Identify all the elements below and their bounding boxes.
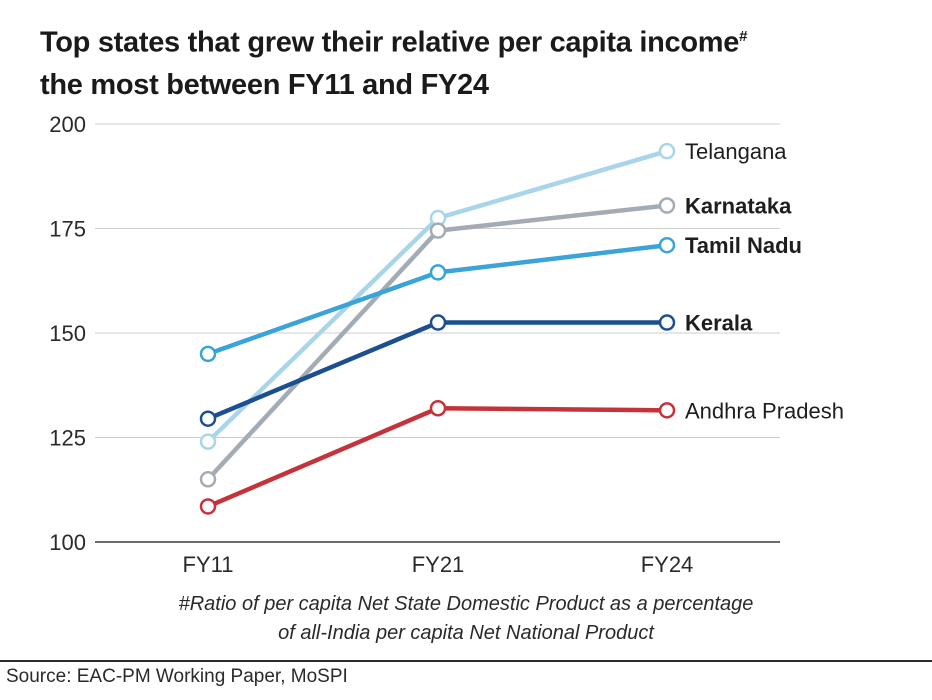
data-point-tamil-nadu: [199, 345, 217, 363]
series-label-andhra-pradesh: Andhra Pradesh: [685, 398, 844, 423]
data-point-kerala: [429, 314, 447, 331]
x-axis-ticks: FY11 FY21 FY24: [183, 552, 694, 577]
x-tick-label: FY21: [412, 552, 465, 577]
y-tick-label: 100: [49, 530, 86, 555]
data-point-andhra-pradesh: [199, 498, 217, 515]
chart-series: [199, 142, 676, 515]
series-labels: Telangana Karnataka Tamil Nadu Kerala Andhra…: [685, 139, 844, 423]
series-line-tamil-nadu: [205, 242, 670, 357]
series-label-karnataka: Karnataka: [685, 194, 792, 219]
title-footnote-mark: #: [739, 28, 748, 45]
series-label-kerala: Kerala: [685, 311, 753, 336]
data-point-karnataka: [658, 197, 676, 214]
y-tick-label: 200: [49, 112, 86, 137]
line-chart: 100 125 150 175 200 FY11 FY21 FY24 Telangana Ka…: [49, 112, 844, 577]
y-tick-label: 125: [49, 426, 86, 451]
y-tick-label: 175: [49, 217, 86, 242]
grid-lines: [95, 123, 780, 543]
data-point-telangana: [199, 433, 217, 450]
series-line-telangana: [205, 148, 670, 444]
data-point-andhra-pradesh: [429, 399, 447, 417]
title-line-1: Top states that grew their relative per …: [40, 26, 740, 59]
data-point-andhra-pradesh: [658, 402, 676, 419]
data-point-kerala: [658, 314, 676, 331]
source-note: Source: EAC-PM Working Paper, MoSPI: [6, 666, 348, 687]
data-point-karnataka: [429, 222, 447, 239]
chart-title: Top states that grew their relative per …: [40, 16, 920, 106]
data-point-telangana: [658, 142, 676, 160]
y-axis-ticks: 100 125 150 175 200: [49, 112, 86, 555]
x-tick-label: FY24: [641, 552, 694, 577]
title-line-2: the most between FY11 and FY24: [40, 68, 489, 101]
data-point-karnataka: [199, 471, 217, 488]
data-point-tamil-nadu: [429, 264, 447, 281]
series-label-tamil-nadu: Tamil Nadu: [685, 233, 802, 258]
data-point-kerala: [199, 410, 217, 427]
series-label-telangana: Telangana: [685, 139, 787, 164]
footnote: #Ratio of per capita Net State Domestic …: [0, 590, 932, 648]
divider: [0, 660, 932, 662]
x-tick-label: FY11: [183, 552, 234, 577]
series-line-andhra-pradesh: [205, 405, 670, 509]
series-line-karnataka: [205, 203, 670, 482]
data-point-tamil-nadu: [658, 236, 676, 254]
y-tick-label: 150: [49, 321, 86, 346]
footnote-line-1: #Ratio of per capita Net State Domestic …: [178, 593, 754, 615]
footnote-line-2: of all-India per capita Net National Pro…: [278, 622, 654, 644]
